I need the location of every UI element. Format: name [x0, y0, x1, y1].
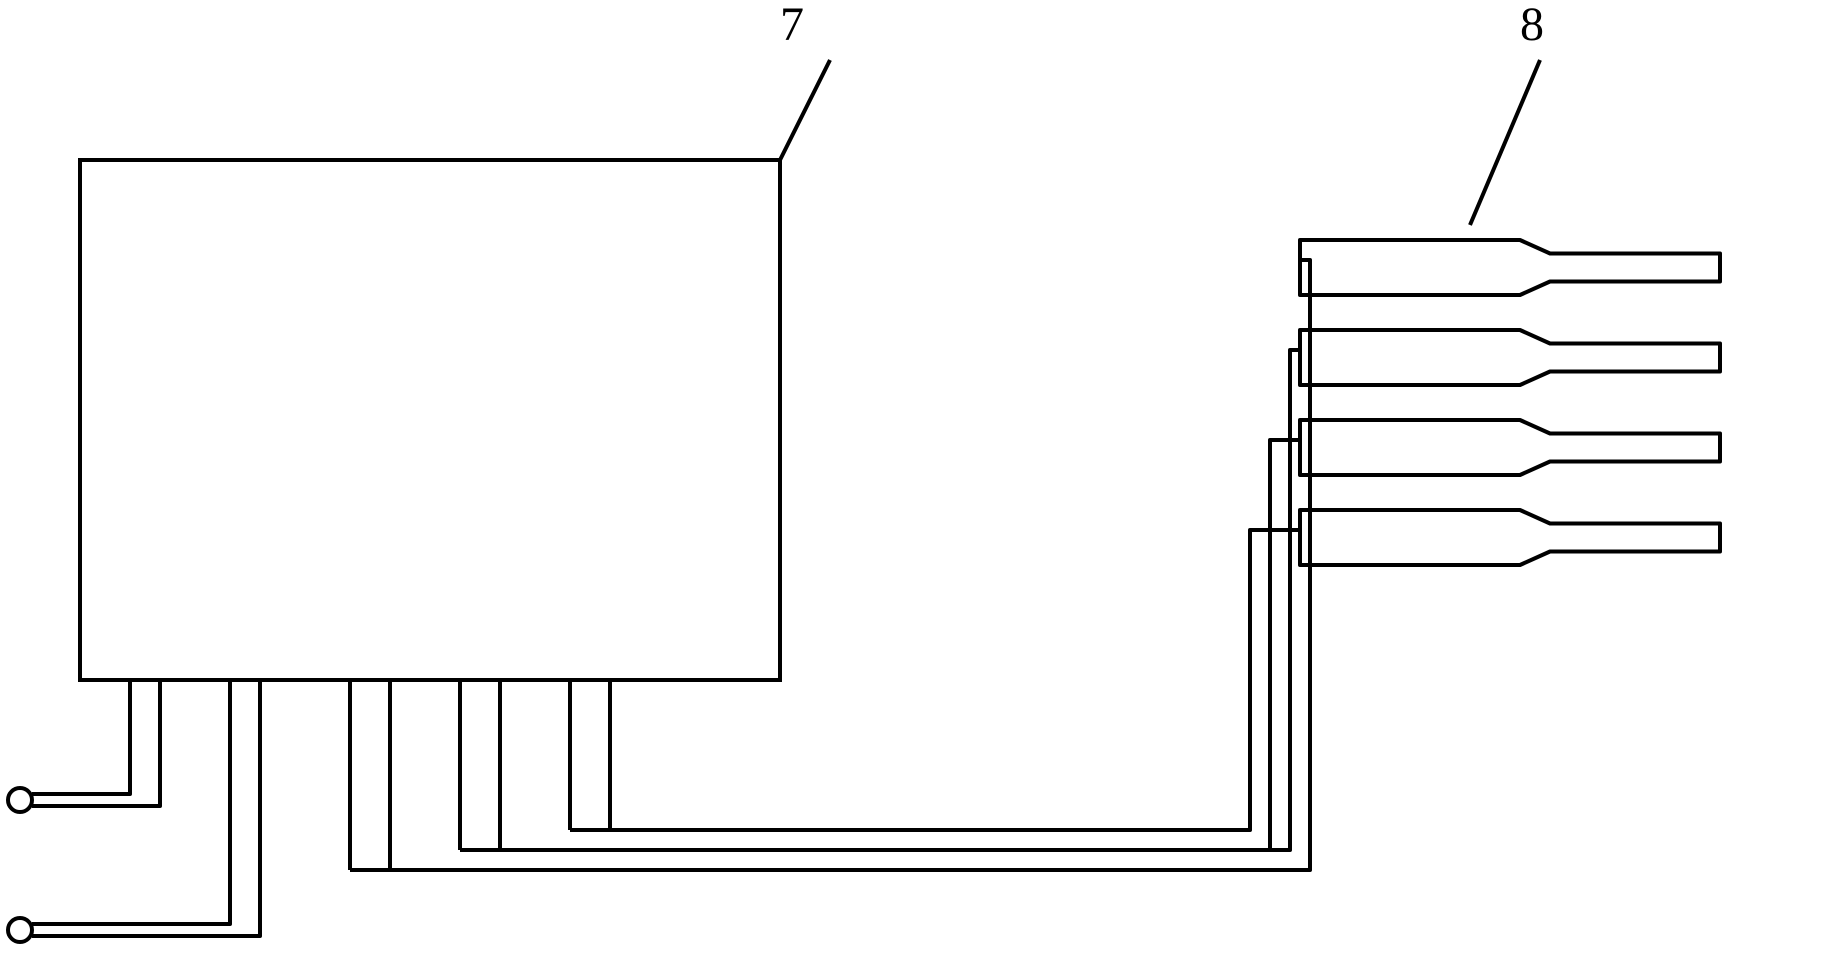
bundle-route-1 — [460, 350, 1300, 850]
terminal-0 — [8, 788, 32, 812]
bundle-route-0 — [350, 260, 1310, 870]
terminal-wire-0-b — [32, 680, 160, 806]
probe-2 — [1300, 420, 1720, 475]
probe-leader-line — [1470, 60, 1540, 225]
label-box: 7 — [780, 0, 804, 51]
probe-3 — [1300, 510, 1720, 565]
box-leader-line — [780, 60, 830, 160]
bundle-route-2 — [500, 440, 1300, 850]
probe-1 — [1300, 330, 1720, 385]
terminal-1 — [8, 918, 32, 942]
probe-0 — [1300, 240, 1720, 295]
terminal-wire-0-a — [32, 680, 130, 794]
main-box — [80, 160, 780, 680]
label-probe: 8 — [1520, 0, 1544, 51]
